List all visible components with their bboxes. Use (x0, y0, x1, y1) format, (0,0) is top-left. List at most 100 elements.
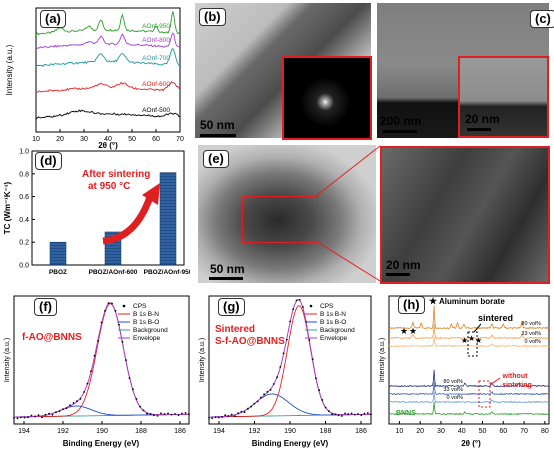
panel-f-x-ticklabel-2: 190 (96, 428, 108, 435)
panel-h-ylabel: Intensity (a.u.) (379, 338, 386, 382)
panel-f-cps-point (184, 412, 187, 414)
panel-g-cps-point (263, 393, 265, 396)
panel-g-x-ticklabel-1: 192 (249, 428, 261, 435)
panel-a-ylabel: Intensity (a.u.) (5, 44, 14, 95)
panel-a-series-label-1: AOnf-800 (142, 37, 170, 44)
panel-e-scale-bar (209, 277, 243, 280)
panel-d-category-0: PBOZ (49, 269, 67, 276)
panel-c-scale-label: 200 nm (380, 114, 422, 128)
panel-g-cps-point (240, 410, 243, 413)
panel-g-ylabel: Intensity (a.u.) (199, 338, 206, 382)
panel-f-legend-swatch-0 (122, 304, 126, 308)
panel-h-xlabel: 2θ (°) (461, 439, 481, 448)
panel-g-cps-point (214, 416, 217, 419)
panel-f-cps-point (13, 417, 15, 419)
panel-g-cps-point (256, 400, 259, 403)
panel-c-scale-bar (383, 130, 417, 133)
panel-e-zoom-image (380, 146, 550, 284)
panel-g-cps-point (347, 413, 350, 415)
panel-f-cps-point (97, 340, 99, 342)
panel-f-cps-point (149, 413, 152, 415)
panel-g-cps-point (234, 415, 236, 418)
panel-f-cps-point (132, 388, 134, 391)
panel-g-cps-point (266, 391, 269, 393)
panel-g-cps-point (272, 383, 275, 385)
panel-a-trace-3 (35, 80, 181, 93)
panel-e-selection-box (242, 196, 318, 243)
panel-f-cps-point (125, 359, 127, 361)
panel-d-arrow-shaft (102, 195, 154, 245)
panel-h-x-ticklabel-4: 50 (479, 428, 487, 435)
panel-h-sintered: sintered (478, 313, 513, 323)
panel-h-without-box (478, 380, 491, 408)
panel-f-cps-point (93, 354, 96, 357)
panel-g-label: (g) (218, 298, 245, 316)
panel-h-trace-3 (389, 369, 550, 388)
panel-f-cps-point (48, 412, 50, 415)
panel-h-bnns-label: BNNS (396, 410, 416, 417)
panel-d-label: (d) (35, 152, 62, 170)
panel-g-title-2: S-f-AO@BNNS (215, 336, 285, 347)
panel-b-label: (b) (199, 8, 226, 26)
panel-f-x-ticklabel-3: 188 (135, 428, 147, 435)
panel-f-cps-point (34, 415, 36, 418)
panel-g-x-ticklabel-3: 188 (320, 428, 332, 435)
panel-h-frame (388, 295, 550, 425)
panel-a-x-ticklabel-6: 70 (176, 136, 184, 143)
panel-f-cps-point (146, 412, 148, 415)
panel-f-cps-point (90, 370, 92, 373)
panel-f-cps-point (62, 408, 64, 410)
panel-f-cps-point (44, 413, 47, 416)
panel-g-cps-point (276, 376, 278, 379)
panel-g-cps-point (227, 415, 230, 417)
panel-c-inset-scale-bar (467, 128, 491, 131)
panel-h-xrd-chart: 10 20 30 40 50 60 70 80 2θ (°) Intensity (a.u.)… (379, 295, 550, 448)
panel-c-label: (c) (530, 10, 554, 28)
panel-f-legend-label-3: Background (133, 327, 168, 334)
panel-f-cps-point (23, 416, 26, 419)
panel-e-scale-label: 50 nm (210, 262, 245, 276)
panel-f-cps-point (58, 410, 61, 412)
panel-g-cps-point (289, 320, 291, 323)
panel-f-cps-point (55, 411, 57, 414)
panel-f-cps-point (20, 416, 22, 419)
panel-f-cps-point (160, 412, 162, 415)
panel-g-cps-point (230, 413, 233, 416)
panel-g-cps-point (221, 416, 223, 418)
panel-g-legend-label-2: B 1s B-O (320, 319, 346, 326)
panel-g-cps-point (353, 413, 356, 416)
panel-h-trace-2 (388, 336, 550, 348)
panel-h-trace-0 (388, 305, 550, 330)
panel-f-label: (f) (34, 298, 57, 316)
panel-g-cps-point (315, 377, 317, 380)
panel-d-ytick-label-0: 0.0 (19, 263, 29, 270)
panel-f-cps-point (79, 398, 82, 400)
panel-d-annotation-1: After sintering (82, 169, 150, 180)
panel-f-cps-point (142, 409, 145, 412)
panel-g-bo-curve (209, 393, 371, 418)
panel-f-x-ticklabel-4: 186 (174, 428, 186, 435)
panel-a-trace-4 (35, 109, 181, 120)
panel-a-xlabel: 2θ (°) (98, 141, 118, 150)
panel-h-sintering: sintering (502, 382, 532, 389)
panel-g-cps-point (250, 405, 252, 408)
panel-a-label: (a) (40, 10, 66, 28)
panel-a-x-ticklabel-1: 20 (56, 136, 64, 143)
panel-d-ytick-label-2: 0.4 (19, 217, 29, 224)
panel-f-cps-point (188, 413, 190, 416)
panel-g-cps-point (311, 358, 314, 361)
panel-h-without: without (502, 373, 529, 380)
panel-a-x-ticklabel-4: 50 (128, 136, 136, 143)
panel-g-cps-point (324, 406, 327, 409)
panel-f-cps-point (177, 414, 180, 416)
panel-a-x-ticklabel-0: 10 (32, 136, 40, 143)
panel-g-cps-point (211, 417, 214, 420)
panel-g-legend-label-0: CPS (320, 303, 334, 310)
panel-d-ytick-label-4: 0.8 (19, 171, 29, 178)
panel-g-cps-point (318, 389, 321, 392)
panel-h-trace-5 (388, 392, 550, 404)
panel-g-x-ticklabel-0: 194 (213, 428, 225, 435)
panel-g-legend-label-1: B 1s B-N (320, 311, 346, 318)
panel-g-cps-point (357, 413, 359, 415)
panel-g-cps-point (285, 338, 288, 341)
